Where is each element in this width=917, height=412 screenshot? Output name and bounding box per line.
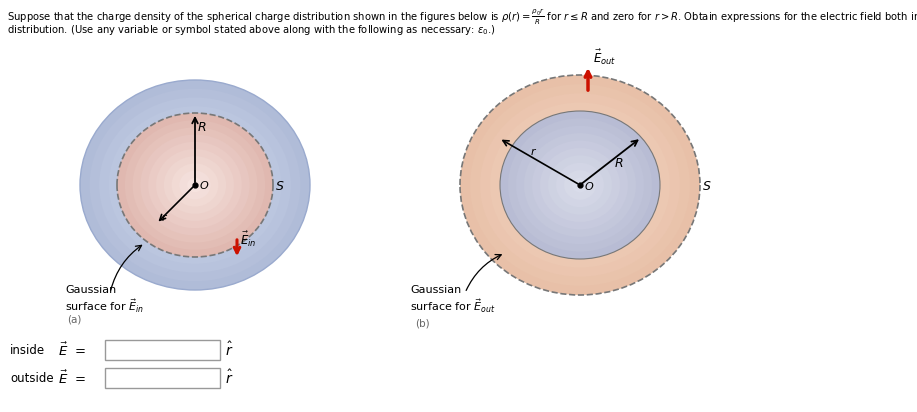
Ellipse shape (109, 106, 282, 264)
Text: $\hat{r}$: $\hat{r}$ (225, 341, 234, 359)
Bar (105, 368, 220, 388)
Ellipse shape (460, 75, 700, 295)
Text: $\vec{E}$  =: $\vec{E}$ = (58, 341, 86, 359)
Ellipse shape (90, 89, 301, 281)
Text: r: r (530, 147, 535, 157)
Bar (105, 340, 220, 360)
Ellipse shape (156, 149, 234, 221)
Text: Suppose that the charge density of the spherical charge distribution shown in th: Suppose that the charge density of the s… (7, 8, 917, 27)
Ellipse shape (149, 142, 242, 228)
Ellipse shape (140, 135, 249, 235)
Text: R: R (614, 157, 624, 170)
Text: $\vec{E}_{in}$: $\vec{E}_{in}$ (240, 230, 257, 249)
Ellipse shape (480, 94, 680, 277)
Ellipse shape (556, 163, 604, 207)
Text: (b): (b) (415, 319, 430, 329)
Ellipse shape (540, 148, 620, 222)
Ellipse shape (490, 103, 670, 267)
Ellipse shape (564, 170, 596, 200)
Ellipse shape (532, 140, 628, 229)
Ellipse shape (510, 121, 650, 249)
Text: S: S (276, 180, 284, 193)
Text: O: O (585, 182, 593, 192)
Text: (a): (a) (67, 315, 82, 325)
Ellipse shape (117, 113, 273, 257)
Ellipse shape (127, 124, 262, 246)
Ellipse shape (166, 159, 224, 211)
Ellipse shape (147, 141, 243, 229)
Ellipse shape (187, 178, 203, 192)
Text: outside: outside (10, 372, 53, 384)
Ellipse shape (99, 98, 291, 272)
Ellipse shape (133, 127, 258, 243)
Ellipse shape (516, 126, 644, 244)
Ellipse shape (500, 112, 660, 258)
Text: $\vec{E}$  =: $\vec{E}$ = (58, 369, 86, 387)
Text: Gaussian
surface for $\vec{E}_{in}$: Gaussian surface for $\vec{E}_{in}$ (65, 285, 144, 315)
Ellipse shape (524, 133, 636, 237)
Ellipse shape (176, 168, 215, 203)
Ellipse shape (185, 176, 204, 194)
Text: inside: inside (10, 344, 45, 356)
Ellipse shape (540, 148, 620, 222)
Ellipse shape (548, 155, 612, 215)
Ellipse shape (180, 171, 211, 199)
Ellipse shape (125, 120, 265, 250)
Ellipse shape (138, 133, 252, 237)
Ellipse shape (500, 111, 660, 259)
Ellipse shape (157, 150, 233, 220)
Ellipse shape (550, 157, 610, 213)
Text: distribution. (Use any variable or symbol stated above along with the following : distribution. (Use any variable or symbo… (7, 23, 496, 37)
Ellipse shape (470, 84, 690, 286)
Text: Gaussian
surface for $\vec{E}_{out}$: Gaussian surface for $\vec{E}_{out}$ (410, 285, 495, 315)
Ellipse shape (118, 115, 271, 255)
Text: $\hat{r}$: $\hat{r}$ (225, 369, 234, 387)
Ellipse shape (520, 130, 640, 240)
Text: r: r (161, 213, 166, 222)
Ellipse shape (171, 164, 218, 206)
Ellipse shape (570, 176, 590, 194)
Ellipse shape (572, 178, 588, 192)
Ellipse shape (80, 80, 310, 290)
Text: O: O (200, 181, 209, 191)
Text: $\vec{E}_{out}$: $\vec{E}_{out}$ (593, 48, 616, 67)
Ellipse shape (508, 118, 652, 252)
Text: R: R (198, 121, 206, 134)
Ellipse shape (560, 167, 600, 204)
Text: S: S (703, 180, 711, 193)
Ellipse shape (164, 156, 226, 214)
Ellipse shape (530, 139, 630, 231)
